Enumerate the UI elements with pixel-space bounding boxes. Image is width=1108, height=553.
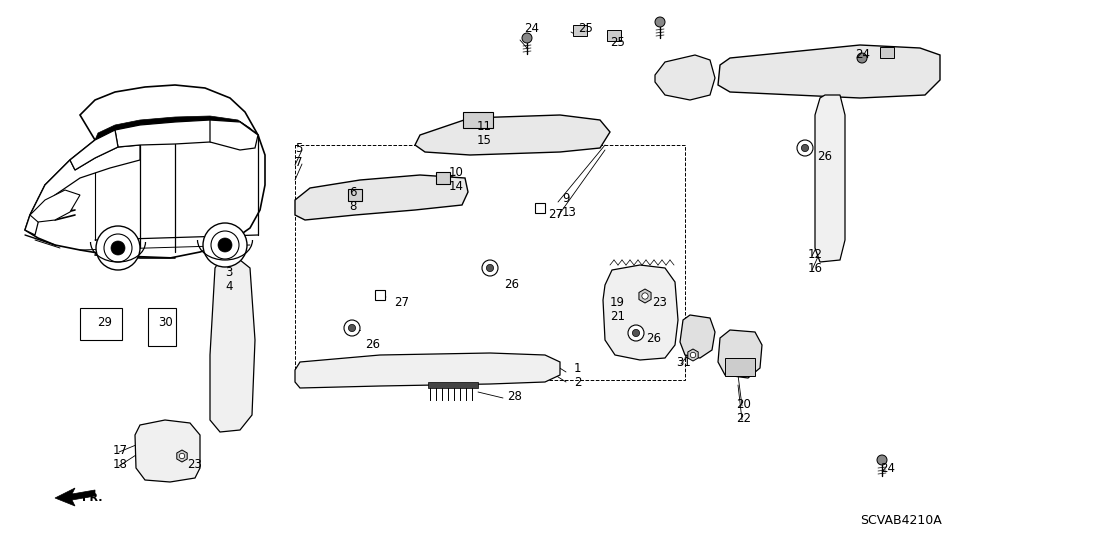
Bar bbox=[348, 189, 362, 201]
Polygon shape bbox=[25, 120, 265, 258]
Circle shape bbox=[482, 260, 497, 276]
Text: 24: 24 bbox=[855, 49, 870, 61]
Text: 27: 27 bbox=[394, 295, 409, 309]
Polygon shape bbox=[70, 130, 117, 170]
Text: 17: 17 bbox=[113, 444, 129, 456]
Text: 1: 1 bbox=[574, 362, 582, 374]
Text: 24: 24 bbox=[524, 22, 538, 34]
Bar bbox=[428, 382, 478, 388]
Polygon shape bbox=[55, 488, 95, 506]
Text: 4: 4 bbox=[225, 279, 233, 293]
Text: 30: 30 bbox=[158, 316, 173, 328]
Text: 23: 23 bbox=[652, 296, 667, 310]
Polygon shape bbox=[655, 55, 715, 100]
Polygon shape bbox=[416, 115, 611, 155]
Text: 6: 6 bbox=[349, 186, 357, 200]
Bar bbox=[535, 203, 545, 213]
Text: 26: 26 bbox=[504, 278, 519, 290]
Text: 23: 23 bbox=[187, 457, 202, 471]
Polygon shape bbox=[688, 349, 698, 361]
Text: SCVAB4210A: SCVAB4210A bbox=[860, 514, 942, 526]
Text: 26: 26 bbox=[365, 337, 380, 351]
Text: 12: 12 bbox=[808, 248, 823, 260]
Text: 2: 2 bbox=[574, 375, 582, 389]
Circle shape bbox=[633, 330, 639, 337]
Polygon shape bbox=[639, 289, 652, 303]
Circle shape bbox=[203, 223, 247, 267]
Text: 21: 21 bbox=[611, 310, 625, 324]
Polygon shape bbox=[177, 450, 187, 462]
Text: 11: 11 bbox=[478, 121, 492, 133]
Text: 19: 19 bbox=[611, 296, 625, 310]
Polygon shape bbox=[718, 45, 940, 98]
Polygon shape bbox=[680, 315, 715, 358]
Text: 24: 24 bbox=[880, 462, 895, 474]
Circle shape bbox=[96, 226, 140, 270]
Circle shape bbox=[522, 33, 532, 43]
Circle shape bbox=[801, 144, 809, 152]
Circle shape bbox=[628, 325, 644, 341]
Text: 14: 14 bbox=[449, 180, 464, 194]
Text: 16: 16 bbox=[808, 262, 823, 274]
Circle shape bbox=[179, 453, 185, 458]
Text: 25: 25 bbox=[611, 35, 625, 49]
Circle shape bbox=[856, 53, 866, 63]
Circle shape bbox=[797, 140, 813, 156]
Bar bbox=[375, 290, 384, 300]
Text: 26: 26 bbox=[646, 332, 661, 346]
Bar bbox=[437, 172, 450, 184]
Circle shape bbox=[642, 293, 648, 299]
Bar bbox=[463, 112, 493, 128]
Text: 3: 3 bbox=[225, 265, 233, 279]
Polygon shape bbox=[30, 190, 80, 222]
Bar bbox=[725, 358, 755, 376]
Circle shape bbox=[878, 455, 888, 465]
Polygon shape bbox=[135, 420, 201, 482]
Text: 7: 7 bbox=[295, 155, 302, 169]
Circle shape bbox=[111, 241, 125, 255]
Bar bbox=[880, 47, 894, 58]
Bar bbox=[148, 308, 176, 346]
Polygon shape bbox=[25, 145, 140, 235]
Polygon shape bbox=[95, 116, 258, 140]
Bar bbox=[607, 30, 620, 41]
Bar bbox=[573, 25, 587, 36]
Circle shape bbox=[218, 238, 232, 252]
Circle shape bbox=[690, 352, 696, 358]
Bar bbox=[80, 308, 122, 340]
Text: 26: 26 bbox=[817, 150, 832, 164]
Polygon shape bbox=[295, 353, 560, 388]
Bar bbox=[295, 145, 685, 380]
Text: 25: 25 bbox=[578, 22, 593, 34]
Polygon shape bbox=[603, 265, 678, 360]
Circle shape bbox=[655, 17, 665, 27]
Text: 9: 9 bbox=[562, 191, 570, 205]
Circle shape bbox=[348, 325, 356, 332]
Text: 22: 22 bbox=[736, 411, 751, 425]
Text: 20: 20 bbox=[736, 398, 751, 410]
Text: 18: 18 bbox=[113, 457, 127, 471]
Polygon shape bbox=[295, 175, 468, 220]
Polygon shape bbox=[115, 120, 240, 147]
Polygon shape bbox=[211, 260, 255, 432]
Text: 10: 10 bbox=[449, 166, 464, 180]
Polygon shape bbox=[815, 95, 845, 262]
Circle shape bbox=[486, 264, 493, 272]
Text: 27: 27 bbox=[548, 207, 563, 221]
Text: FR.: FR. bbox=[82, 493, 103, 503]
Text: 31: 31 bbox=[676, 356, 691, 368]
Polygon shape bbox=[211, 120, 258, 150]
Text: 13: 13 bbox=[562, 206, 577, 218]
Text: 8: 8 bbox=[349, 201, 357, 213]
Polygon shape bbox=[718, 330, 762, 378]
Text: 29: 29 bbox=[98, 316, 112, 328]
Text: 28: 28 bbox=[507, 389, 522, 403]
Circle shape bbox=[343, 320, 360, 336]
Polygon shape bbox=[80, 85, 258, 140]
Text: 5: 5 bbox=[295, 142, 302, 154]
Text: 15: 15 bbox=[478, 134, 492, 148]
